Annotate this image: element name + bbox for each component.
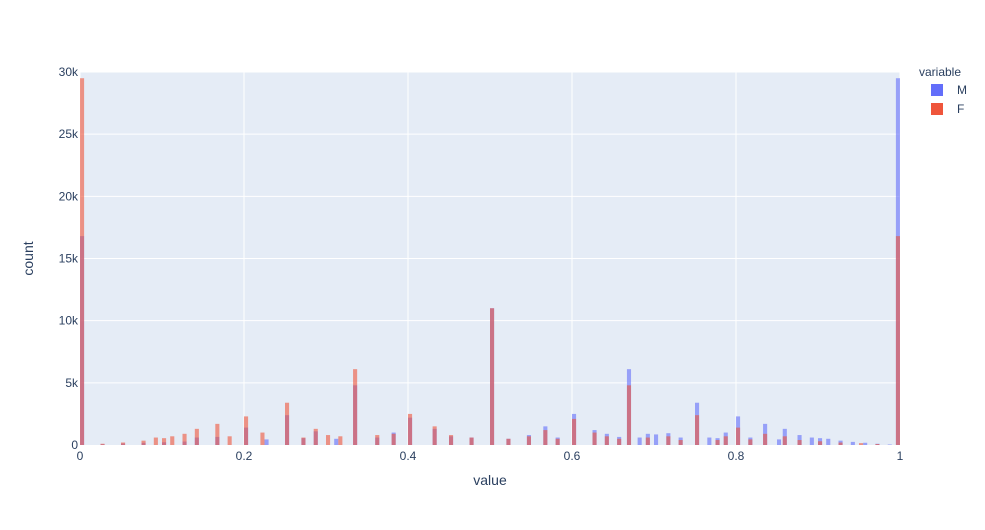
bar-f[interactable] <box>80 78 84 445</box>
bar-f[interactable] <box>593 433 597 445</box>
y-axis-title: count <box>20 241 36 275</box>
y-tick-label: 30k <box>59 65 79 79</box>
bar-f[interactable] <box>228 436 232 445</box>
y-tick-label: 5k <box>65 376 79 390</box>
bar-f[interactable] <box>244 416 248 445</box>
bar-f[interactable] <box>572 419 576 445</box>
bar-f[interactable] <box>543 430 547 445</box>
x-tick-label: 0.2 <box>236 449 253 463</box>
bar-m[interactable] <box>638 438 642 445</box>
bar-f[interactable] <box>627 385 631 445</box>
bar-f[interactable] <box>121 443 125 445</box>
bar-f[interactable] <box>470 438 474 445</box>
bar-f[interactable] <box>490 308 494 445</box>
bar-f[interactable] <box>556 439 560 445</box>
bar-m[interactable] <box>810 438 814 445</box>
legend-item-f[interactable]: F <box>931 102 964 116</box>
legend-swatch <box>931 103 943 115</box>
bar-f[interactable] <box>695 415 699 445</box>
bar-f[interactable] <box>859 443 863 445</box>
legend-swatch <box>931 84 943 96</box>
bar-f[interactable] <box>142 441 146 445</box>
bar-f[interactable] <box>260 433 264 445</box>
x-tick-label: 0.8 <box>728 449 745 463</box>
bar-f[interactable] <box>646 438 650 445</box>
legend[interactable]: variable MF <box>919 65 967 116</box>
bar-f[interactable] <box>183 434 187 445</box>
y-tick-label: 25k <box>59 127 79 141</box>
x-tick-labels: 0 0.2 0.4 0.6 0.8 1 <box>77 449 904 463</box>
bar-f[interactable] <box>408 414 412 445</box>
bar-f[interactable] <box>716 440 720 445</box>
bar-m[interactable] <box>334 439 338 445</box>
bar-f[interactable] <box>285 403 289 445</box>
legend-title: variable <box>919 65 961 79</box>
x-tick-label: 0.6 <box>564 449 581 463</box>
bar-m[interactable] <box>826 439 830 445</box>
bar-f[interactable] <box>154 438 158 445</box>
bar-m[interactable] <box>707 438 711 445</box>
legend-label: F <box>957 102 964 116</box>
bar-f[interactable] <box>338 436 342 445</box>
bar-f[interactable] <box>783 436 787 445</box>
bar-f[interactable] <box>748 439 752 445</box>
legend-item-m[interactable]: M <box>931 83 967 97</box>
bar-f[interactable] <box>527 436 531 445</box>
y-tick-label: 20k <box>59 189 79 203</box>
bar-f[interactable] <box>736 428 740 445</box>
bar-f[interactable] <box>506 439 510 445</box>
bar-f[interactable] <box>875 444 879 445</box>
bar-f[interactable] <box>724 436 728 445</box>
legend-label: M <box>957 83 967 97</box>
bar-f[interactable] <box>605 436 609 445</box>
x-axis-title: value <box>473 472 507 488</box>
x-tick-label: 0 <box>77 449 84 463</box>
y-tick-label: 10k <box>59 314 79 328</box>
bar-f[interactable] <box>392 434 396 445</box>
bar-f[interactable] <box>896 236 900 445</box>
bar-f[interactable] <box>679 440 683 445</box>
bar-m[interactable] <box>863 443 867 445</box>
bar-f[interactable] <box>433 426 437 445</box>
bar-f[interactable] <box>162 438 166 445</box>
bar-f[interactable] <box>301 438 305 445</box>
bar-m[interactable] <box>654 434 658 445</box>
bar-m[interactable] <box>265 439 269 445</box>
x-tick-label: 1 <box>897 449 904 463</box>
bar-f[interactable] <box>449 435 453 445</box>
bar-f[interactable] <box>353 369 357 445</box>
bar-f[interactable] <box>314 429 318 445</box>
bar-f[interactable] <box>818 441 822 445</box>
x-tick-label: 0.4 <box>400 449 417 463</box>
bar-f[interactable] <box>215 424 219 445</box>
bar-f[interactable] <box>101 444 105 445</box>
y-tick-label: 15k <box>59 252 79 266</box>
bar-m[interactable] <box>777 439 781 445</box>
bar-f[interactable] <box>326 435 330 445</box>
bar-m[interactable] <box>851 442 855 445</box>
bar-f[interactable] <box>839 443 843 445</box>
bar-f[interactable] <box>666 436 670 445</box>
bar-f[interactable] <box>617 439 621 445</box>
bar-f[interactable] <box>170 436 174 445</box>
bar-f[interactable] <box>195 429 199 445</box>
bar-f[interactable] <box>798 440 802 445</box>
bar-f[interactable] <box>375 435 379 445</box>
bar-f[interactable] <box>763 434 767 445</box>
